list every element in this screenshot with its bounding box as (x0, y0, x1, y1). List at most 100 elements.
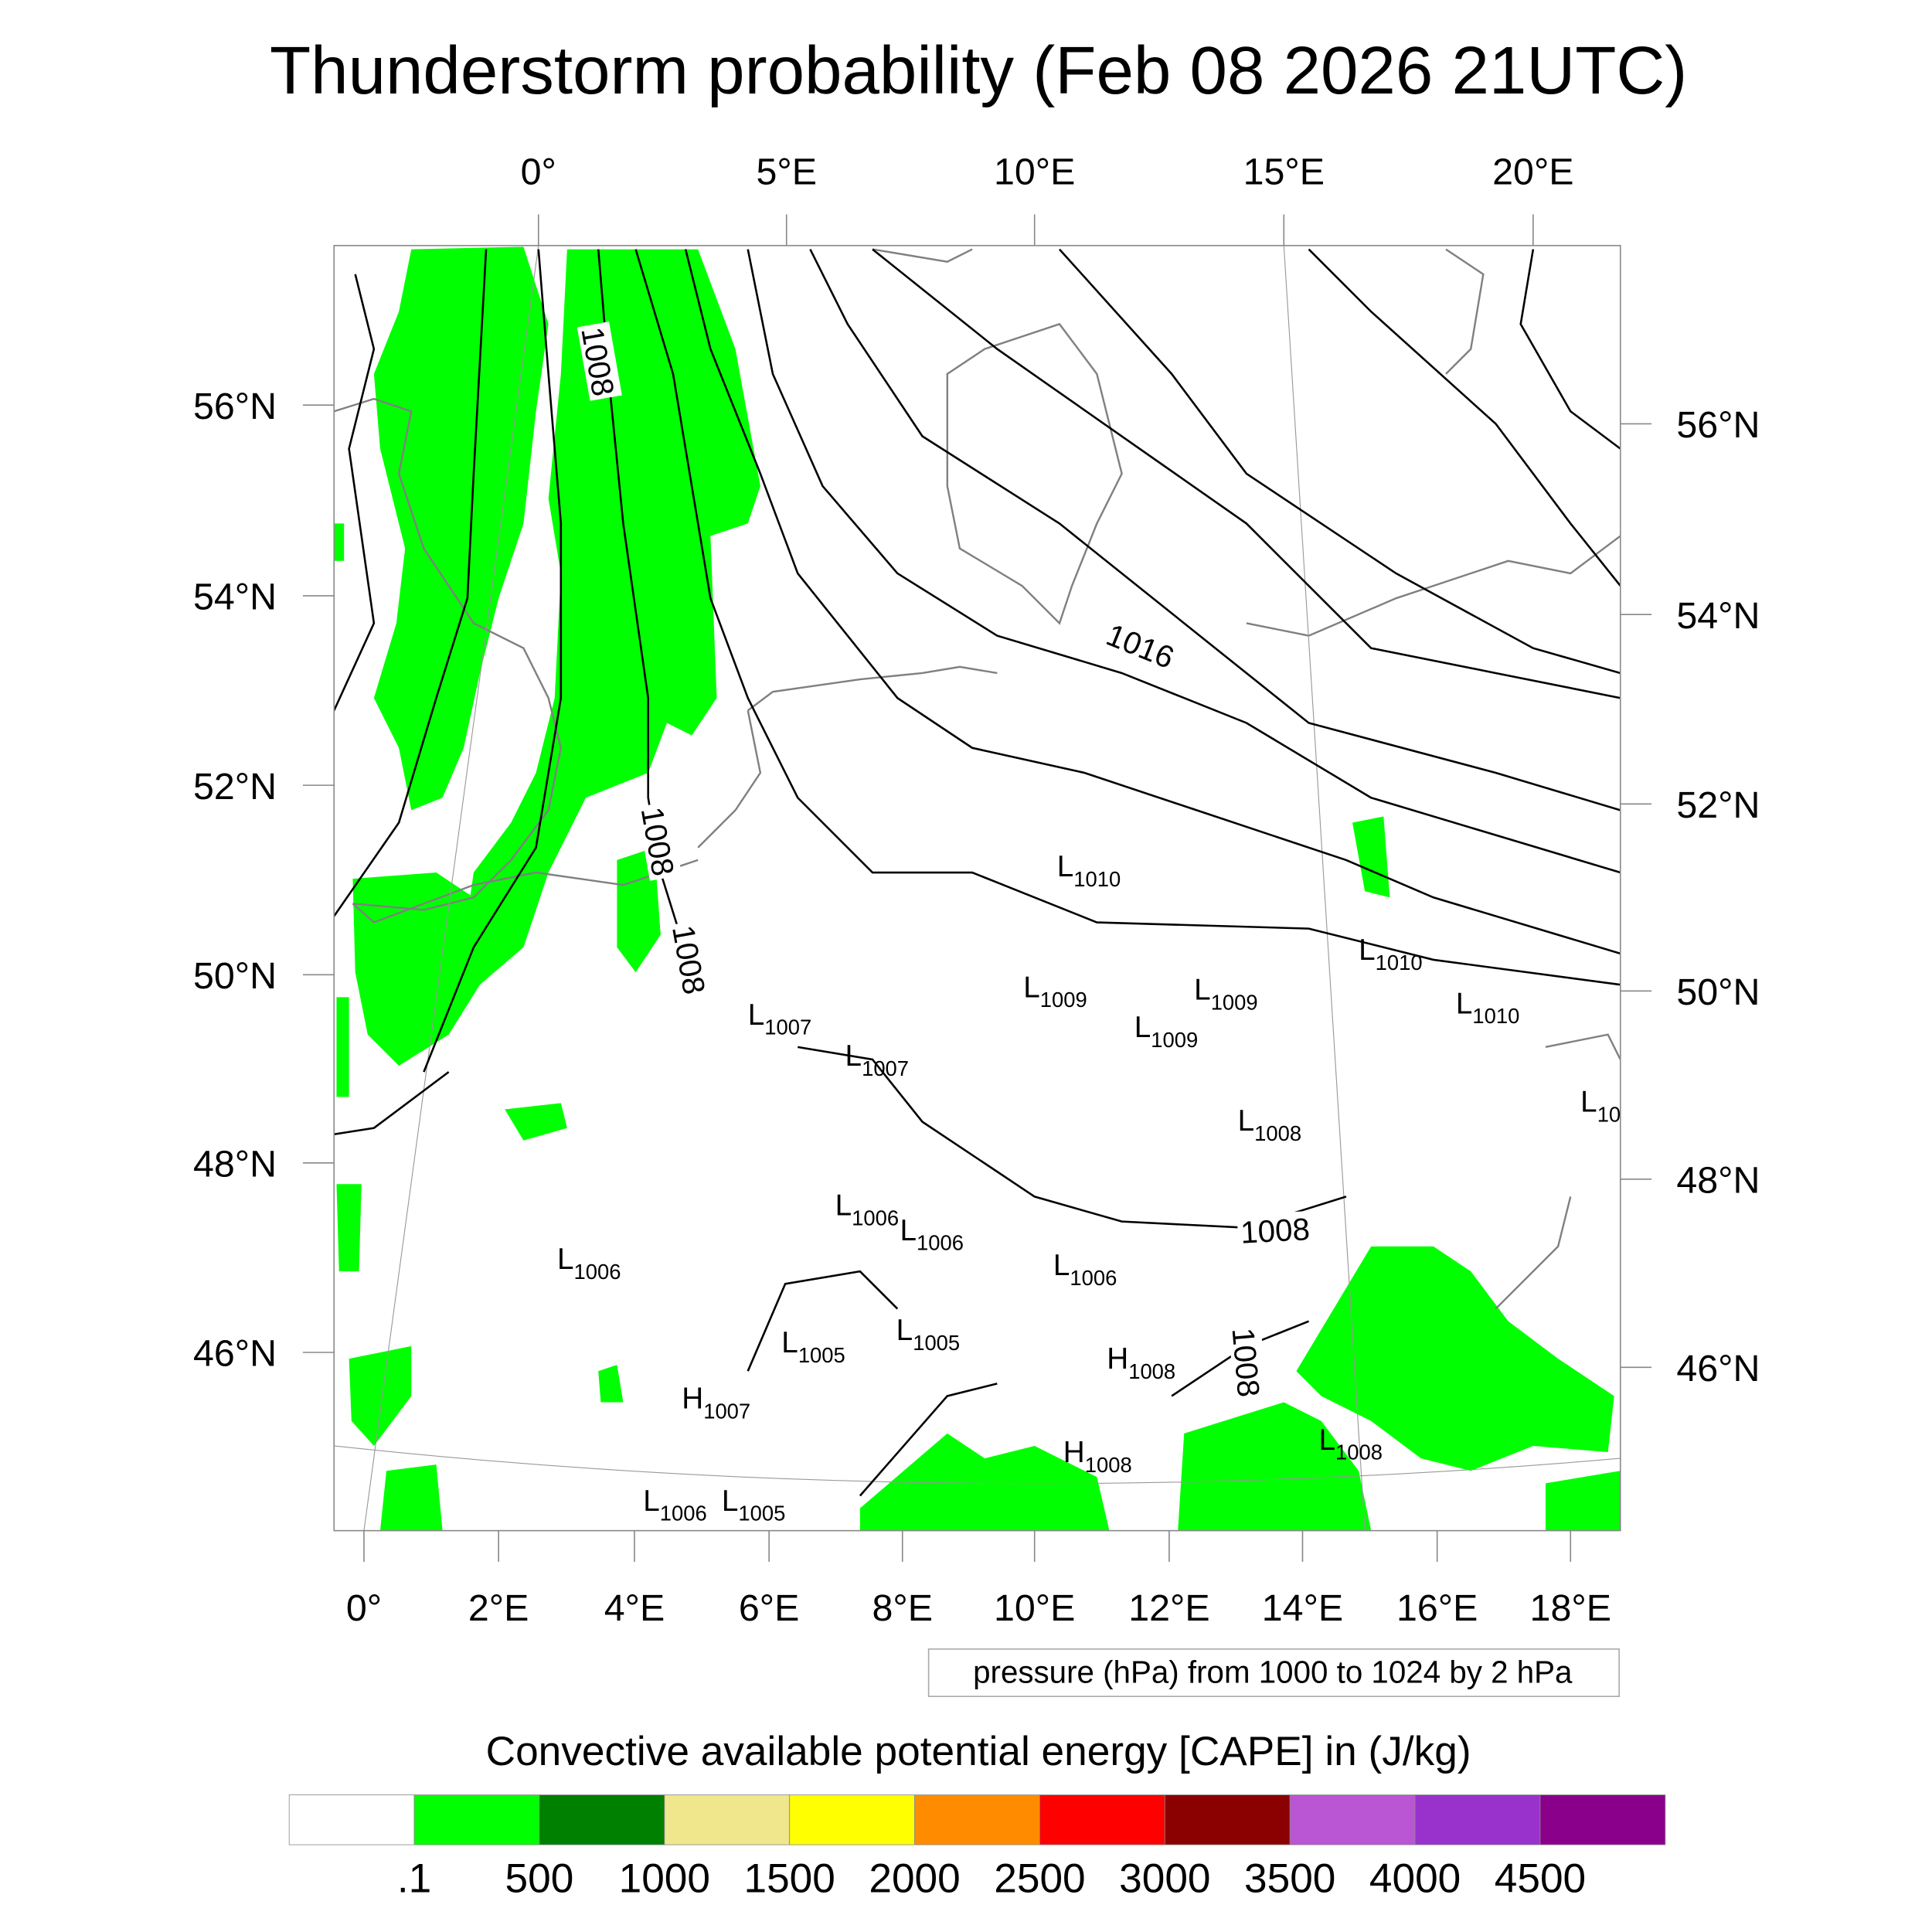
right-lat-label: 54°N (1676, 595, 1760, 637)
isobar (1519, 249, 1621, 450)
colorbar-swatch (1289, 1794, 1416, 1845)
pressure-center-label: L1010 (1456, 987, 1520, 1028)
pressure-center-label: L1005 (781, 1326, 845, 1367)
colorbar-level-label: 1000 (619, 1855, 710, 1901)
cape-region (859, 1433, 1110, 1531)
cape-region (598, 1365, 624, 1403)
coastline (1246, 535, 1621, 637)
left-lat-label: 54°N (193, 577, 277, 618)
top-lon-label: 5°E (756, 151, 817, 193)
pressure-center-label: L1008 (1318, 1423, 1383, 1464)
pressure-center-label: L1009 (1134, 1011, 1198, 1052)
colorbar-title: Convective available potential energy [C… (486, 1729, 1471, 1774)
cape-region (334, 523, 345, 561)
pressure-center-label: L1010 (1359, 934, 1423, 975)
coastline (1545, 1033, 1621, 1060)
bottom-lon-label: 14°E (1262, 1587, 1343, 1629)
top-lon-label: 20°E (1492, 151, 1573, 193)
isobars (334, 248, 1621, 1497)
cape-region (336, 997, 349, 1097)
top-lon-label: 15°E (1243, 151, 1325, 193)
colorbar-swatch (664, 1794, 791, 1845)
pressure-center-label: L10 (1580, 1086, 1621, 1127)
contour-label-bg (668, 920, 713, 999)
parallel-45n (334, 1445, 1621, 1485)
contour-label: 1008 (1240, 1211, 1311, 1250)
top-lon-label: 10°E (994, 151, 1075, 193)
colorbar-swatch (413, 1794, 540, 1845)
colorbar-level-label: 4000 (1369, 1855, 1461, 1901)
left-lat-label: 48°N (193, 1144, 277, 1185)
coastline (334, 397, 563, 911)
colorbar-level-label: 2500 (994, 1855, 1085, 1901)
coastline (1445, 248, 1485, 375)
bottom-lon-label: 18°E (1530, 1587, 1611, 1629)
pressure-center-label: L1009 (1194, 974, 1258, 1015)
contour-info: pressure (hPa) from 1000 to 1024 by 2 hP… (973, 1654, 1573, 1689)
isobar (1059, 248, 1621, 675)
left-lat-label: 56°N (193, 386, 277, 427)
colorbar-level-label: 2000 (869, 1855, 960, 1901)
colorbar-swatch (1414, 1794, 1541, 1845)
isobar (747, 249, 1621, 874)
top-lon-label: 0° (521, 151, 556, 193)
pressure-center-label: H1008 (1063, 1436, 1132, 1477)
colorbar-level-label: .1 (397, 1855, 431, 1901)
pressure-center-label: L1006 (900, 1214, 964, 1255)
coastline (872, 248, 973, 263)
cape-region (1546, 1471, 1621, 1531)
coastline (747, 665, 998, 712)
colorbar-level-label: 500 (505, 1855, 574, 1901)
coastline (697, 710, 762, 849)
bottom-lon-label: 2°E (468, 1587, 529, 1629)
meridian-15e (1283, 245, 1366, 1531)
contour-label-bg (637, 801, 682, 881)
cape-region (1178, 1402, 1372, 1531)
chart-title: Thunderstorm probability (Feb 08 2026 21… (270, 33, 1687, 108)
cape-fill (334, 247, 1621, 1531)
colorbar-swatch (1039, 1794, 1165, 1845)
cape-region (1352, 816, 1390, 898)
isobar (684, 249, 1621, 955)
graticule (334, 245, 1621, 1531)
contour-info-box: pressure (hPa) from 1000 to 1024 by 2 hP… (927, 1648, 1620, 1697)
pressure-center-label: L1006 (835, 1189, 900, 1230)
colorbar-swatch (288, 1794, 415, 1845)
cape-region (1296, 1246, 1614, 1471)
bottom-lon-label: 12°E (1128, 1587, 1209, 1629)
isobar (423, 249, 563, 1073)
right-lat-label: 52°N (1676, 784, 1760, 826)
pressure-center-label: H1008 (1107, 1342, 1175, 1383)
cape-region (336, 1184, 362, 1272)
bottom-lon-label: 4°E (604, 1587, 665, 1629)
left-lat-label: 52°N (193, 766, 277, 808)
contour-label-bg (1228, 1323, 1267, 1401)
pressure-center-label: L1007 (845, 1039, 910, 1080)
axis-ticks (302, 214, 1652, 1562)
cape-region (373, 247, 549, 811)
pressure-center-label: L1005 (722, 1485, 785, 1526)
isobar (334, 274, 376, 711)
cape-region (352, 872, 480, 1066)
colorbar-swatch (1164, 1794, 1291, 1845)
bottom-lon-label: 10°E (994, 1587, 1075, 1629)
colorbar-swatch (789, 1794, 915, 1845)
bottom-lon-label: 0° (346, 1587, 382, 1629)
contour-label-bg (1236, 1210, 1314, 1247)
coastline (1495, 1196, 1572, 1310)
colorbar-level-label: 4500 (1495, 1855, 1586, 1901)
pressure-center-label: L1006 (1053, 1249, 1117, 1290)
left-lat-label: 50°N (193, 955, 277, 997)
right-lat-label: 48°N (1676, 1160, 1760, 1202)
pressure-center-label: L1008 (1238, 1104, 1302, 1145)
isobar (859, 1383, 998, 1497)
isobar (634, 249, 1621, 986)
colorbar-swatch (539, 1794, 665, 1845)
right-lat-label: 50°N (1676, 971, 1760, 1013)
colorbar: .1 500 1000 1500 2000 2500 3000 3500 4000 4500 (288, 1794, 1666, 1901)
colorbar-swatch (914, 1794, 1040, 1845)
pressure-center-label: H1007 (682, 1383, 750, 1423)
contour-label-bg (577, 321, 622, 401)
